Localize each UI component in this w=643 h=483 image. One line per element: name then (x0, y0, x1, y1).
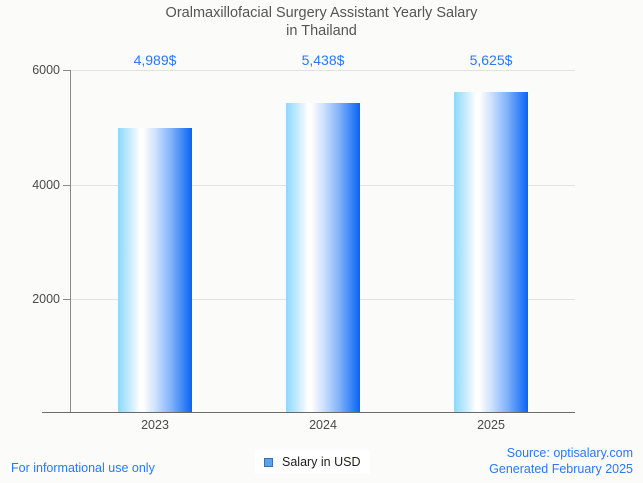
y-axis: 6000 4000 2000 (0, 0, 60, 483)
y-tick-label-2000: 2000 (32, 292, 60, 306)
source-block: Source: optisalary.com Generated Februar… (489, 445, 633, 477)
legend-item-label: Salary in USD (282, 455, 361, 469)
y-tick-label-6000: 6000 (32, 63, 60, 77)
bar-2023[interactable] (118, 128, 192, 412)
x-axis-line (42, 412, 575, 414)
bar-value-label-2025: 5,625$ (469, 52, 513, 68)
x-tick-label-2024: 2024 (309, 418, 337, 432)
y-tick-mark-6000 (63, 70, 70, 71)
x-tick-label-2025: 2025 (477, 418, 505, 432)
y-tick-label-4000: 4000 (32, 178, 60, 192)
source-text: Source: optisalary.com (506, 446, 633, 460)
bar-value-label-2023: 4,989$ (133, 52, 177, 68)
y-axis-line (70, 70, 71, 413)
generated-text: Generated February 2025 (489, 462, 633, 476)
x-tick-label-2023: 2023 (141, 418, 169, 432)
chart-legend[interactable]: Salary in USD (255, 450, 370, 474)
disclaimer-text: For informational use only (11, 461, 155, 475)
chart-title: Oralmaxillofacial Surgery Assistant Year… (165, 5, 478, 39)
gridline-6000 (70, 70, 575, 71)
plot-area (70, 70, 575, 412)
bar-2024[interactable] (286, 103, 360, 412)
bar-2025[interactable] (454, 92, 528, 412)
y-tick-mark-2000 (63, 299, 70, 300)
y-tick-mark-4000 (63, 185, 70, 186)
bar-value-label-2024: 5,438$ (301, 52, 345, 68)
legend-swatch-icon (264, 457, 273, 467)
